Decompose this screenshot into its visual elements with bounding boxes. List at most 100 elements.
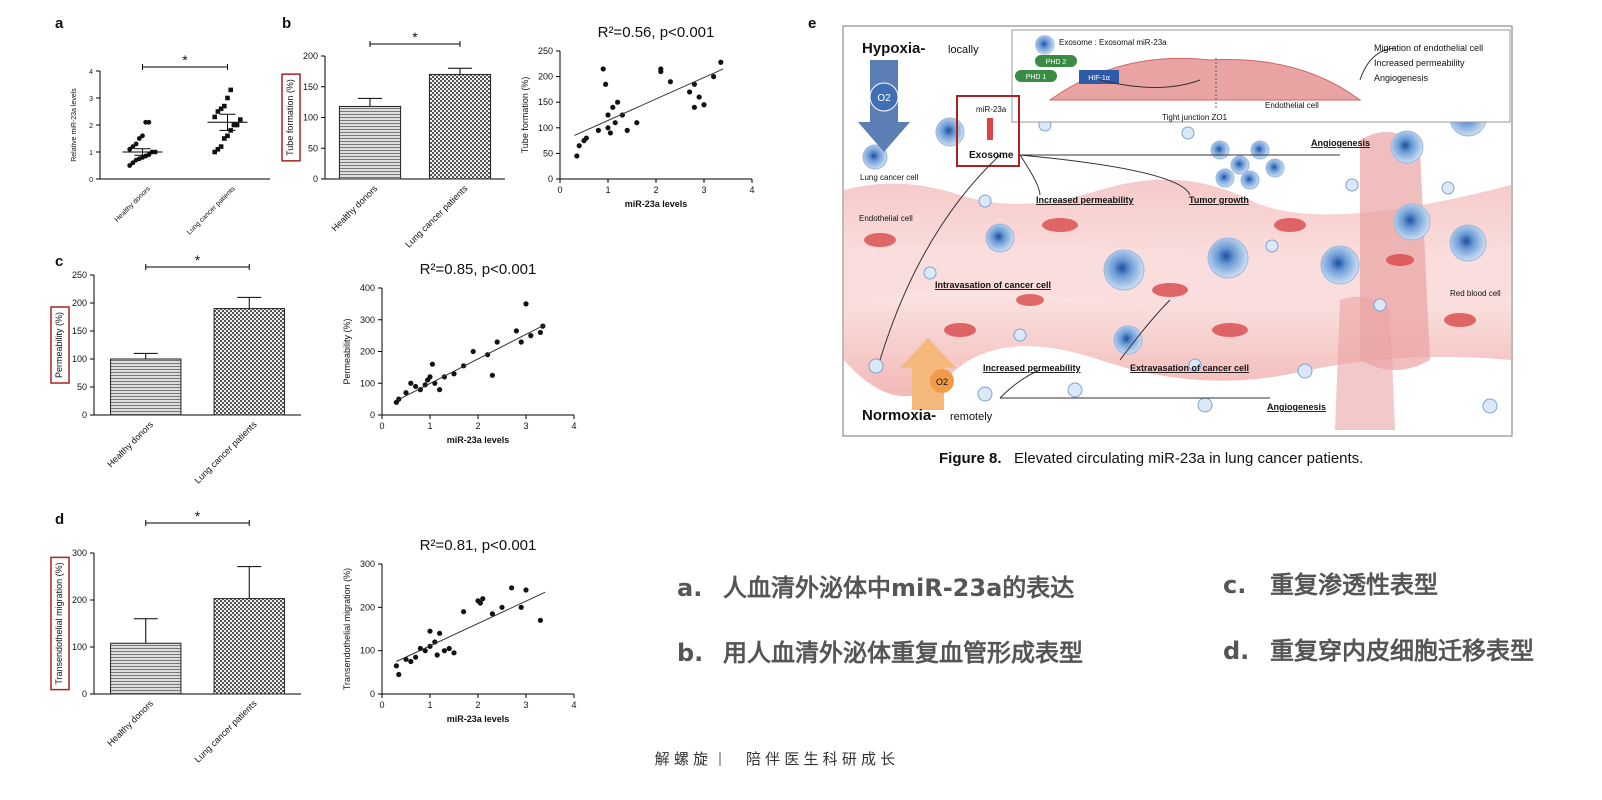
error-bar <box>219 113 236 131</box>
diagram-label: Endothelial cell <box>859 214 913 223</box>
diagram-label: Angiogenesis <box>1267 402 1326 412</box>
significance: * <box>195 252 201 268</box>
red-blood-cells <box>864 218 1476 337</box>
x-tick-label: 4 <box>571 700 576 710</box>
diagram-label: Normoxia- <box>862 407 936 424</box>
y-tick-label: 50 <box>543 148 553 158</box>
y-axis-label: Transendothelial migration (%) <box>342 568 352 690</box>
point <box>238 117 243 122</box>
point <box>624 127 630 133</box>
y-tick-label: 200 <box>72 298 87 308</box>
footer-left: 解 螺 旋 <box>655 751 708 768</box>
point <box>451 650 457 656</box>
exosomes <box>868 118 1498 414</box>
y-tick-label: 200 <box>538 72 553 82</box>
error-bar <box>358 97 382 107</box>
diagram-label: Tight junction ZO1 <box>1162 113 1228 122</box>
point <box>133 141 139 147</box>
panel-letter: a <box>55 15 64 32</box>
highlight-box <box>50 556 70 691</box>
y-tick-label: 0 <box>370 410 375 420</box>
chart-title: R²=0.56, p<0.001 <box>598 24 715 41</box>
y-tick-label: 200 <box>72 595 87 605</box>
point <box>718 59 724 65</box>
y-axis-label: Tube formation (%) <box>520 77 530 154</box>
point <box>518 604 524 610</box>
y-tick-label: 300 <box>360 315 375 325</box>
error-bar <box>237 296 262 309</box>
point <box>146 119 152 125</box>
point <box>146 152 152 158</box>
point <box>212 149 217 155</box>
caption-text: Elevated circulating miR-23a in lung can… <box>1014 450 1363 467</box>
point <box>234 122 240 128</box>
point <box>408 658 414 665</box>
trendline <box>574 68 724 136</box>
note-text: 重复渗透性表型 <box>1270 571 1438 599</box>
diagram-label: Tumor growth <box>1189 195 1249 205</box>
point <box>437 630 443 636</box>
arrows <box>879 47 1396 399</box>
y-tick-label: 100 <box>72 642 87 652</box>
y-tick-label: 250 <box>538 46 553 56</box>
point <box>489 372 495 378</box>
y-tick-label: 2 <box>89 123 93 130</box>
y-tick-label: 50 <box>308 143 318 153</box>
note-marker: d. <box>1223 637 1249 665</box>
point <box>537 617 544 623</box>
panel-letter: b <box>282 15 291 32</box>
diagram-label: remotely <box>950 411 993 423</box>
point <box>130 160 136 166</box>
point <box>523 587 529 593</box>
y-tick-label: 0 <box>82 410 87 420</box>
point <box>228 87 233 93</box>
y-tick-label: 50 <box>77 382 87 392</box>
point <box>583 135 590 141</box>
point <box>605 112 611 118</box>
x-tick-label: Healthy donors <box>330 183 380 233</box>
point <box>595 127 602 133</box>
point <box>136 136 142 141</box>
chart-title: R²=0.81, p<0.001 <box>420 537 537 554</box>
diagram-label: Endothelial cell <box>1265 101 1319 110</box>
o2-badge <box>869 82 899 112</box>
point <box>140 133 145 139</box>
diagram-label: Lung cancer cell <box>860 173 918 182</box>
y-tick-label: 200 <box>360 347 375 357</box>
diagram-label: O2 <box>877 93 891 104</box>
diagram-label: Hypoxia- <box>862 40 925 57</box>
x-tick-label: Lung cancer patients <box>193 419 260 486</box>
y-axis-label: Permeability (%) <box>342 318 352 384</box>
phd1 <box>1015 70 1057 82</box>
y-tick-label: 3 <box>89 96 93 103</box>
x-tick-label: 4 <box>749 185 754 195</box>
note-marker: a. <box>677 574 702 602</box>
y-tick-label: 400 <box>360 283 375 293</box>
significance: * <box>412 29 418 45</box>
note-text: 重复穿内皮细胞迁移表型 <box>1270 637 1534 665</box>
diagram-label: Increased permeability <box>1036 195 1134 205</box>
diagram-label: locally <box>948 44 979 56</box>
y-tick-label: 250 <box>72 270 87 280</box>
diagram-label: Extravasation of cancer cell <box>1130 363 1249 373</box>
diagram-label: Exosome : Exosomal miR-23a <box>1059 38 1167 47</box>
diagram-label: Angiogenesis <box>1374 73 1429 83</box>
point <box>222 103 227 109</box>
trendline <box>396 324 546 402</box>
bar <box>110 358 182 416</box>
phd2 <box>1035 55 1077 67</box>
point <box>711 74 717 80</box>
x-tick-label: 3 <box>523 421 528 431</box>
point <box>537 329 544 336</box>
point <box>461 609 467 615</box>
diagram-label: HIF-1α <box>1088 75 1110 82</box>
point <box>422 648 428 654</box>
significance: * <box>195 508 201 524</box>
significance-bracket <box>369 41 461 47</box>
sprout <box>1335 296 1395 430</box>
lumen <box>844 243 1511 310</box>
x-tick-label: 1 <box>427 700 432 710</box>
point <box>518 339 524 345</box>
diagram-label: PHD 1 <box>1026 74 1047 81</box>
